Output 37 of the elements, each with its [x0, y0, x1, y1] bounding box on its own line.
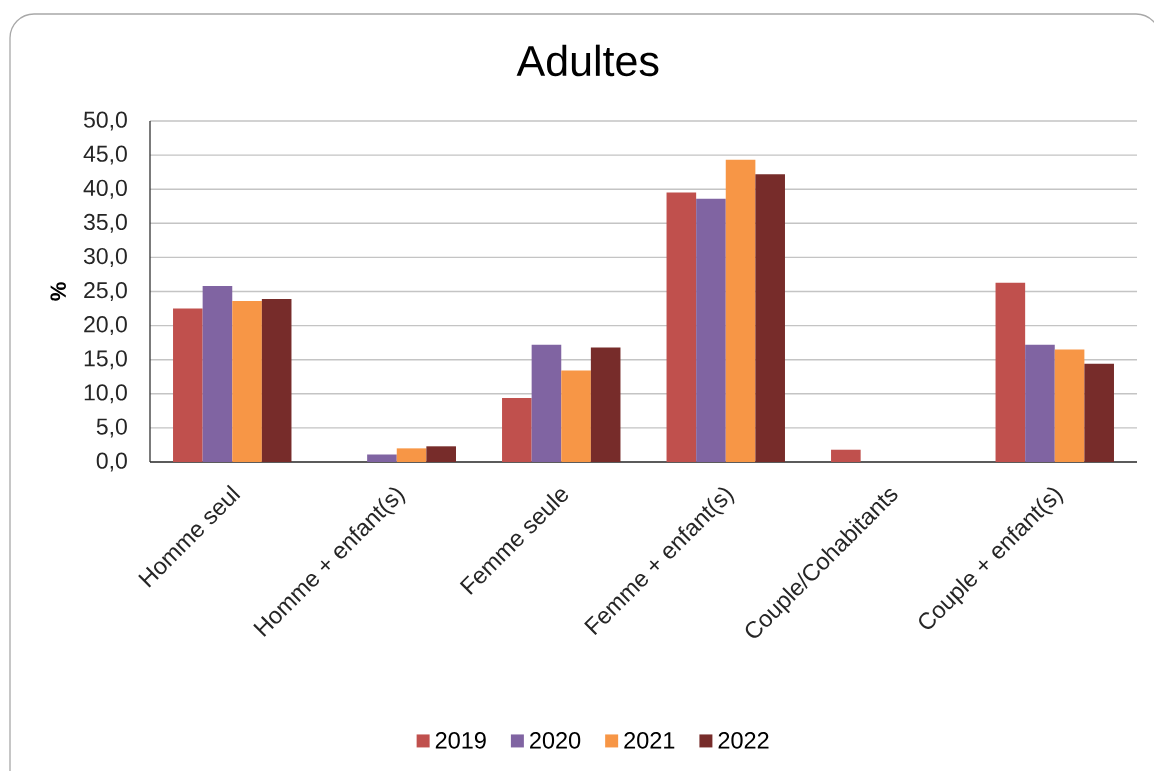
bar	[232, 301, 262, 462]
bar	[696, 198, 726, 462]
bar	[396, 448, 427, 462]
y-tick-label: 40,0	[83, 179, 127, 199]
y-tick-label: 20,0	[84, 316, 127, 336]
bar	[755, 174, 785, 462]
bar	[502, 397, 532, 462]
y-tick-label: 35,0	[83, 213, 127, 233]
legend-label: 2022	[718, 731, 769, 749]
bar	[666, 192, 697, 462]
bar	[590, 347, 621, 462]
bar	[1054, 349, 1085, 462]
bar	[202, 286, 233, 462]
legend-label: 2020	[530, 731, 581, 749]
bar	[831, 449, 861, 462]
y-axis-title: %	[50, 282, 66, 301]
y-tick-label: 30,0	[83, 247, 127, 267]
bar	[725, 159, 756, 462]
y-tick-label: 5,0	[96, 418, 127, 438]
bar	[995, 282, 1026, 462]
bar	[561, 370, 591, 462]
y-tick-label: 25,0	[84, 281, 127, 301]
bar	[367, 454, 397, 462]
bar	[261, 299, 292, 462]
legend-label: 2019	[435, 731, 486, 749]
y-tick-label: 15,0	[84, 350, 127, 370]
bar	[1025, 344, 1055, 462]
y-tick-label: 0,0	[96, 452, 127, 472]
bar	[531, 344, 562, 462]
chart-title: Adultes	[516, 44, 659, 77]
bar	[173, 308, 203, 462]
y-tick-label: 45,0	[83, 145, 127, 165]
bar	[426, 446, 456, 462]
y-tick-label: 50,0	[83, 111, 127, 131]
legend-label: 2021	[624, 731, 675, 749]
bar	[1084, 363, 1114, 462]
y-tick-label: 10,0	[84, 384, 127, 404]
